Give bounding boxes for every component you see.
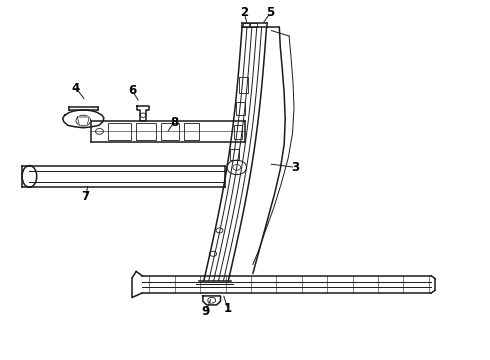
- Polygon shape: [63, 110, 104, 128]
- Bar: [184, 123, 199, 140]
- Bar: [239, 77, 247, 93]
- Text: 2: 2: [240, 6, 248, 19]
- Circle shape: [208, 297, 216, 303]
- Text: 6: 6: [128, 84, 136, 97]
- Text: 5: 5: [267, 6, 274, 19]
- Polygon shape: [137, 106, 149, 121]
- Circle shape: [76, 115, 91, 126]
- Bar: [108, 123, 131, 140]
- Text: 1: 1: [224, 302, 232, 315]
- Bar: [230, 149, 239, 160]
- Bar: [234, 125, 243, 139]
- Polygon shape: [77, 117, 89, 125]
- Bar: [236, 102, 245, 115]
- Bar: [243, 23, 249, 27]
- Text: 4: 4: [72, 82, 80, 95]
- Polygon shape: [203, 296, 220, 305]
- Text: 3: 3: [292, 161, 299, 174]
- Bar: [136, 123, 156, 140]
- Bar: [161, 123, 179, 140]
- Text: 8: 8: [170, 116, 178, 129]
- Text: 9: 9: [202, 305, 210, 318]
- Text: 7: 7: [82, 190, 90, 203]
- Bar: [250, 23, 257, 27]
